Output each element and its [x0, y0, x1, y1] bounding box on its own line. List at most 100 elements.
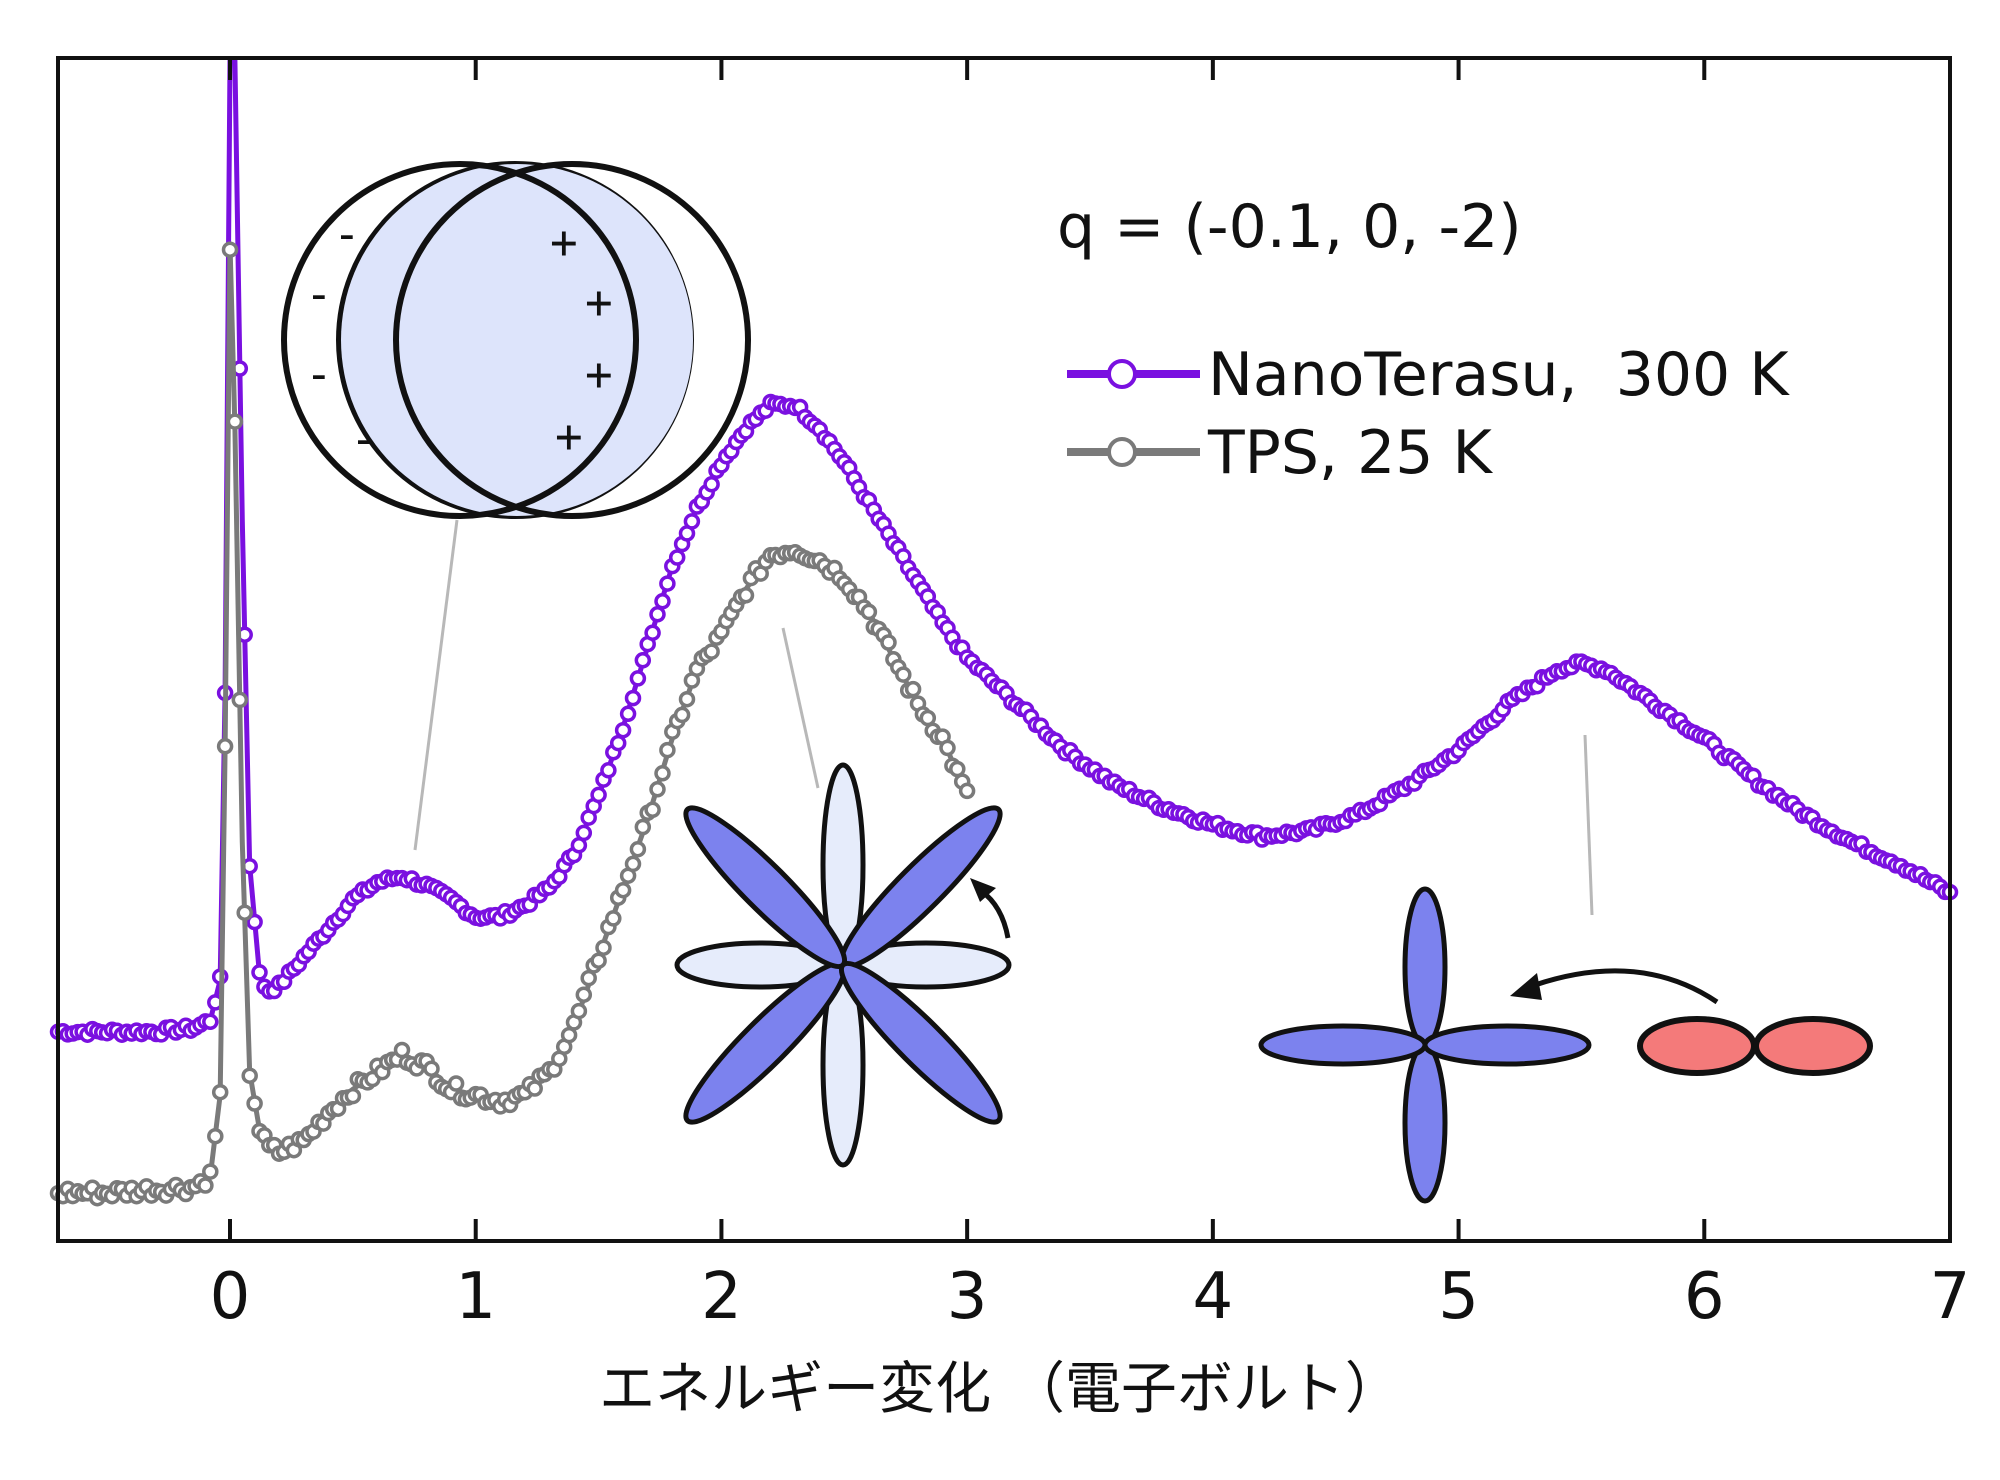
data-point-tps — [246, 1095, 263, 1112]
orbital-lobe-blue — [1402, 1042, 1448, 1204]
guide-line-charge-transfer-inset — [1583, 734, 1594, 916]
inset-circle-outline-left — [281, 161, 639, 519]
data-point-tps — [236, 904, 253, 921]
data-point-nanoterasu — [654, 593, 671, 610]
data-point-nanoterasu — [634, 652, 652, 669]
plus-sign: + — [550, 215, 578, 269]
data-point-tps — [895, 666, 912, 683]
inset-circle-outline-right — [393, 161, 751, 519]
data-point-tps — [659, 741, 676, 759]
data-point-tps — [595, 939, 612, 956]
data-point-tps — [575, 986, 593, 1003]
data-point-tps — [673, 706, 691, 724]
data-point-tps — [958, 782, 976, 800]
legend-label-tps: TPS, 25 K — [1207, 418, 1493, 488]
data-point-nanoterasu — [251, 964, 268, 981]
q-vector-annotation: q = (-0.1, 0, -2) — [1057, 192, 1522, 262]
data-point-nanoterasu — [609, 734, 627, 752]
minus-sign: - — [305, 347, 333, 401]
legend-label-nanoterasu: NanoTerasu, 300 K — [1208, 340, 1790, 410]
four-lobe-orbital-inset — [1258, 886, 1592, 1204]
orbital-lobe-blue — [1402, 886, 1448, 1048]
data-point-nanoterasu — [649, 606, 666, 623]
data-point-tps — [703, 643, 720, 660]
data-point-tps — [904, 680, 922, 698]
orbital-lobe-blue — [838, 960, 1003, 1125]
data-point-nanoterasu — [600, 762, 617, 779]
data-point-nanoterasu — [703, 476, 720, 493]
data-point-tps — [678, 690, 696, 708]
data-point-tps — [202, 1163, 219, 1180]
x-tick-label: 1 — [455, 1260, 496, 1334]
data-point-tps — [231, 691, 249, 709]
data-point-tps — [241, 1067, 258, 1084]
data-point-tps — [654, 765, 671, 782]
charge-transfer-arrowhead-icon — [1510, 973, 1542, 1000]
x-tick-label: 7 — [1930, 1260, 1971, 1334]
red-orbital-lobe — [1637, 1016, 1757, 1076]
guide-line-dxy-inset — [781, 627, 820, 789]
guide-line-d-d-inset — [413, 519, 459, 851]
red-orbital-lobe — [1753, 1016, 1873, 1076]
legend-marker-tps — [1107, 437, 1137, 467]
data-point-tps — [737, 587, 755, 604]
data-point-tps — [644, 801, 661, 819]
data-point-tps — [614, 881, 632, 899]
data-point-nanoterasu — [629, 670, 647, 687]
legend-marker-nanoterasu — [1107, 359, 1137, 389]
red-p-orbital-inset — [1637, 1016, 1873, 1076]
data-point-nanoterasu — [614, 721, 632, 739]
data-point-nanoterasu — [246, 913, 263, 931]
minus-sign: - — [350, 412, 378, 466]
data-point-tps — [211, 1083, 229, 1101]
data-point-nanoterasu — [659, 575, 676, 592]
data-point-tps — [344, 1087, 362, 1105]
data-point-tps — [624, 855, 642, 873]
plus-sign: + — [585, 347, 613, 401]
x-tick-label: 4 — [1192, 1260, 1233, 1334]
plus-sign: + — [585, 275, 613, 329]
data-point-tps — [423, 1060, 440, 1077]
orbital-lobe-blue — [1258, 1023, 1428, 1067]
data-point-nanoterasu — [590, 786, 607, 804]
data-point-tps — [216, 738, 234, 755]
data-point-tps — [629, 840, 647, 858]
x-axis-label: エネルギー変化 （電子ボルト） — [599, 1357, 1401, 1422]
data-point-nanoterasu — [619, 705, 637, 723]
x-tick-label: 3 — [947, 1260, 988, 1334]
eight-lobe-orbital-inset — [674, 762, 1012, 1168]
legend: NanoTerasu, 300 K TPS, 25 K — [1067, 340, 1790, 488]
plus-sign: + — [555, 409, 583, 463]
data-point-tps — [605, 910, 622, 927]
data-point-tps — [226, 413, 244, 430]
data-point-nanoterasu — [683, 513, 701, 530]
charge-transfer-arrow-icon — [1534, 968, 1719, 1005]
rotation-arrowhead-icon — [970, 878, 996, 902]
data-point-tps — [860, 603, 878, 621]
data-point-nanoterasu — [668, 549, 686, 566]
data-layer — [49, 57, 1959, 1207]
data-point-nanoterasu — [644, 624, 661, 642]
data-point-tps — [939, 739, 956, 757]
minus-sign: - — [305, 267, 333, 321]
data-point-tps — [221, 241, 239, 258]
x-tick-label: 5 — [1438, 1260, 1479, 1334]
data-point-tps — [880, 634, 897, 651]
inset-circle-back — [341, 164, 693, 516]
x-tick-label: 2 — [701, 1260, 742, 1334]
data-point-tps — [197, 1177, 214, 1194]
data-point-tps — [590, 952, 607, 969]
minus-sign: - — [333, 207, 361, 261]
circles-inset: - - - - + + + + — [281, 161, 751, 519]
x-tick-label: 6 — [1684, 1260, 1725, 1334]
orbital-lobe-blue — [1422, 1023, 1592, 1067]
data-point-tps — [207, 1127, 224, 1145]
plot-frame — [56, 56, 1952, 1243]
x-axis-ticks: 0 1 2 3 4 5 6 7 — [210, 58, 1971, 1334]
guide-lines — [413, 519, 1594, 916]
data-point-nanoterasu — [575, 824, 593, 842]
x-tick-label: 0 — [210, 1260, 251, 1334]
data-point-tps — [447, 1075, 465, 1092]
data-point-nanoterasu — [624, 689, 642, 707]
